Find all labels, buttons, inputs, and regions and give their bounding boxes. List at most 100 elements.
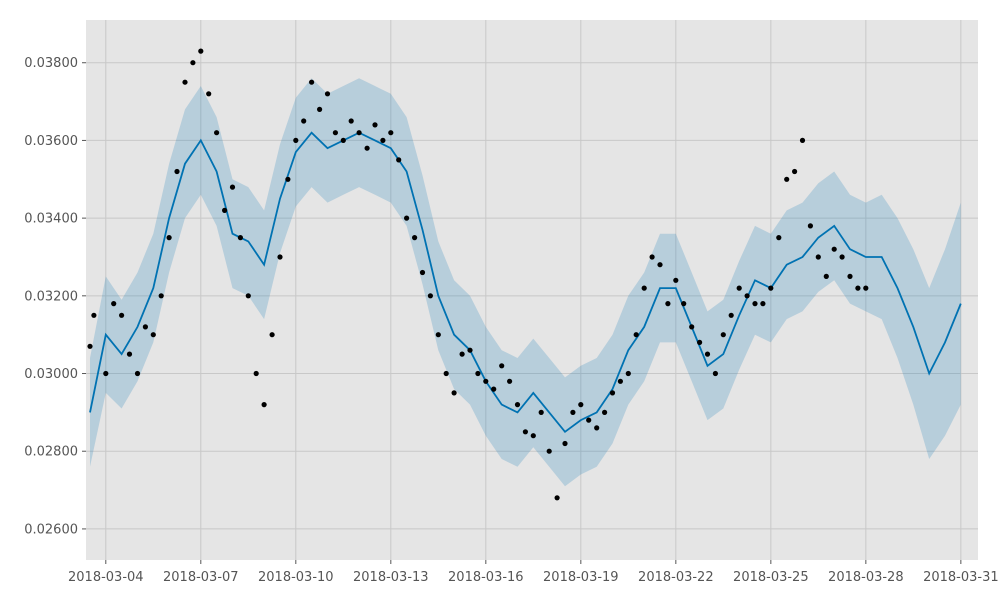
x-axis-ticks: 2018-03-04 2018-03-07 2018-03-10 2018-03-13… (68, 560, 999, 585)
x-tick-label-0: 2018-03-04 (68, 570, 144, 585)
observation-point-63 (586, 417, 592, 423)
x-tick-label-4: 2018-03-16 (448, 570, 524, 585)
observation-point-35 (364, 145, 370, 151)
observation-point-60 (562, 440, 568, 447)
observation-point-55 (522, 429, 529, 435)
observation-point-48 (467, 347, 473, 353)
observation-point-81 (728, 312, 734, 318)
observation-point-54 (514, 402, 521, 408)
observation-point-61 (570, 409, 576, 415)
observation-point-29 (317, 106, 323, 112)
y-tick-label-4: 0.03400 (24, 212, 78, 227)
observation-point-44 (435, 332, 441, 338)
observation-point-58 (546, 448, 552, 454)
observation-point-18 (229, 184, 236, 190)
observation-point-80 (720, 332, 726, 338)
observation-point-21 (253, 370, 259, 377)
observation-point-62 (578, 402, 584, 408)
observation-point-0 (87, 343, 93, 349)
x-tick-label-5: 2018-03-19 (543, 570, 619, 585)
observation-point-1 (91, 312, 97, 318)
observation-point-8 (150, 332, 156, 338)
observation-point-42 (419, 269, 426, 276)
observation-point-92 (815, 254, 821, 260)
observation-point-83 (744, 293, 750, 299)
observation-point-30 (324, 91, 331, 97)
observation-point-16 (214, 130, 220, 136)
observation-point-93 (823, 273, 829, 279)
x-tick-label-8: 2018-03-28 (828, 570, 904, 585)
observation-point-5 (126, 351, 133, 357)
observation-point-9 (158, 293, 164, 299)
observation-point-32 (340, 137, 346, 143)
observation-point-24 (277, 254, 283, 260)
observation-point-56 (530, 433, 536, 439)
observation-point-97 (855, 285, 861, 291)
observation-point-15 (206, 91, 212, 97)
observation-point-59 (554, 495, 560, 501)
observation-point-76 (689, 324, 695, 330)
y-tick-label-5: 0.03600 (24, 134, 78, 149)
observation-point-34 (356, 130, 362, 136)
y-axis-ticks: 0.02600 0.02800 0.03000 0.03200 0.03400 0.036… (24, 56, 86, 537)
observation-point-69 (633, 332, 639, 338)
observation-point-91 (807, 223, 814, 229)
observation-point-87 (776, 235, 782, 241)
uncertainty-band (90, 78, 961, 487)
observation-point-17 (222, 207, 228, 213)
observation-point-43 (427, 293, 433, 299)
observation-point-11 (174, 168, 180, 175)
observation-point-78 (704, 351, 711, 357)
observation-point-3 (111, 301, 117, 307)
observation-point-79 (712, 370, 719, 377)
x-tick-label-2: 2018-03-10 (258, 570, 334, 585)
observation-point-70 (641, 285, 647, 291)
forecast-line (89, 131, 962, 434)
observation-point-53 (507, 378, 513, 384)
observation-point-86 (768, 285, 774, 291)
observation-point-95 (839, 254, 845, 260)
observation-point-66 (609, 390, 616, 396)
observation-point-13 (190, 60, 196, 66)
observation-point-19 (237, 235, 243, 241)
observation-point-46 (451, 390, 457, 396)
observation-point-31 (332, 130, 338, 136)
observation-point-57 (538, 409, 544, 415)
x-tick-label-1: 2018-03-07 (163, 570, 239, 585)
observation-point-37 (380, 137, 386, 143)
observation-point-49 (475, 370, 481, 377)
observation-point-47 (459, 351, 465, 357)
observation-point-27 (301, 118, 307, 124)
observation-point-89 (792, 168, 798, 175)
observation-point-72 (657, 262, 663, 268)
observation-point-52 (499, 363, 505, 369)
observation-point-75 (681, 301, 687, 307)
y-tick-label-3: 0.03200 (24, 289, 78, 304)
observation-point-6 (134, 370, 141, 377)
observation-point-77 (697, 339, 703, 345)
observation-point-20 (245, 293, 251, 299)
observation-point-74 (673, 277, 679, 283)
observation-point-65 (602, 409, 608, 415)
observation-point-82 (736, 285, 742, 291)
observation-point-39 (396, 157, 402, 163)
observation-point-50 (483, 378, 489, 384)
observation-point-36 (372, 122, 378, 128)
observation-point-23 (269, 332, 275, 338)
observation-point-2 (103, 370, 109, 377)
observation-point-28 (309, 79, 315, 85)
y-tick-label-1: 0.02800 (24, 445, 78, 460)
observation-point-7 (142, 324, 148, 330)
observation-point-38 (388, 130, 394, 136)
y-tick-label-2: 0.03000 (24, 367, 78, 382)
x-tick-label-6: 2018-03-22 (638, 570, 714, 585)
observation-point-88 (784, 176, 790, 182)
observation-point-94 (831, 246, 837, 252)
observation-point-40 (404, 215, 410, 221)
observation-point-10 (166, 235, 172, 241)
x-tick-label-3: 2018-03-13 (353, 570, 429, 585)
observation-point-73 (665, 301, 671, 307)
observation-point-71 (649, 254, 655, 260)
observation-point-14 (198, 48, 204, 54)
